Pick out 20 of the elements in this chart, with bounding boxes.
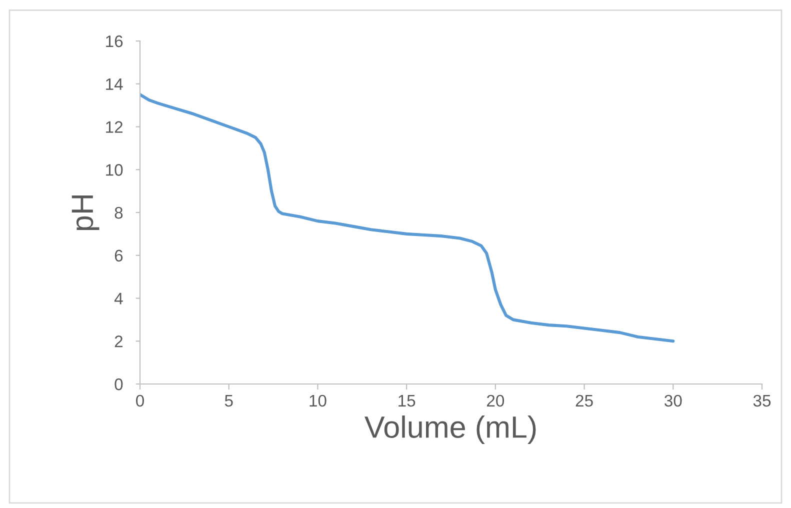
x-axis-title: Volume (mL) <box>364 416 536 444</box>
line-series <box>140 93 675 343</box>
y-axis-title: pH <box>72 195 100 230</box>
y-tick-label: 16 <box>106 35 123 48</box>
x-tick-label: 0 <box>136 394 144 407</box>
y-tick-label: 4 <box>114 292 123 304</box>
x-tick-label: 35 <box>753 394 771 407</box>
y-tick-label: 6 <box>114 250 123 262</box>
x-tick-label: 5 <box>224 395 233 407</box>
x-tick-label: 30 <box>664 394 682 407</box>
y-tick-label: 10 <box>106 164 123 176</box>
y-tick-label: 2 <box>114 336 122 348</box>
y-tick-label: 12 <box>106 121 122 133</box>
x-tick-label: 10 <box>310 394 326 407</box>
y-tick-label: 0 <box>114 378 123 390</box>
y-tick-label: 8 <box>114 206 123 219</box>
x-tick-label: 25 <box>576 394 593 407</box>
y-tick-label: 14 <box>106 78 123 90</box>
x-tick-label: 20 <box>487 394 504 407</box>
x-tick-label: 15 <box>398 395 416 407</box>
